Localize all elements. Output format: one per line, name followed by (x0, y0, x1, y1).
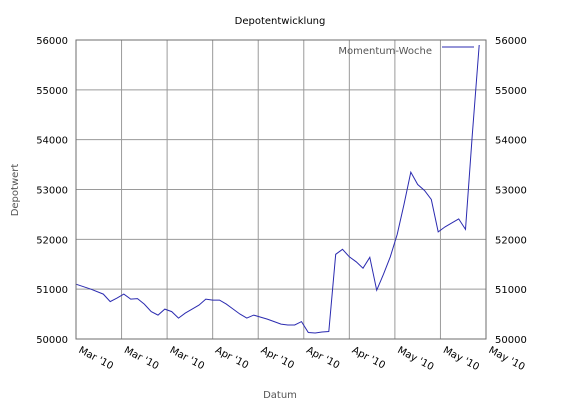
y-axis-label: Depotwert (10, 164, 21, 217)
y-tick-label-right: 54000 (495, 136, 527, 147)
chart-title: Depotentwicklung (235, 16, 326, 27)
x-tick-label: Apr '10 (259, 345, 296, 372)
y-tick-label-left: 52000 (36, 235, 68, 246)
y-tick-label-left: 51000 (36, 285, 68, 296)
x-tick-label: Mar '10 (122, 345, 160, 372)
x-axis-label: Datum (263, 390, 297, 401)
series-line (75, 44, 480, 334)
y-tick-label-left: 50000 (36, 335, 68, 346)
y-tick-label-left: 55000 (36, 86, 68, 97)
y-tick-label-left: 53000 (36, 186, 68, 197)
x-tick-label: Mar '10 (77, 345, 115, 372)
x-tick-label: Apr '10 (350, 345, 387, 372)
y-tick-label-right: 56000 (495, 36, 527, 47)
y-tick-label-right: 53000 (495, 186, 527, 197)
grid-layer (76, 40, 486, 339)
x-tick-label: May '10 (441, 345, 481, 373)
tick-labels: 50000 50000 51000 51000 52000 52000 53000 53000… (36, 36, 527, 373)
y-tick-label-right: 52000 (495, 235, 527, 246)
x-tick-label: May '10 (487, 345, 527, 373)
legend: Momentum-Woche (338, 46, 474, 57)
x-tick-label: Apr '10 (213, 345, 250, 372)
x-tick-label: Apr '10 (304, 345, 341, 372)
y-tick-label-left: 54000 (36, 136, 68, 147)
y-tick-label-right: 51000 (495, 285, 527, 296)
x-tick-label: Mar '10 (168, 345, 206, 372)
y-tick-label-right: 50000 (495, 335, 527, 346)
y-tick-label-right: 55000 (495, 86, 527, 97)
series-layer (75, 44, 480, 334)
y-tick-label-left: 56000 (36, 36, 68, 47)
legend-label: Momentum-Woche (338, 46, 432, 57)
plot-frame (75, 39, 487, 340)
x-tick-label: May '10 (395, 345, 435, 373)
